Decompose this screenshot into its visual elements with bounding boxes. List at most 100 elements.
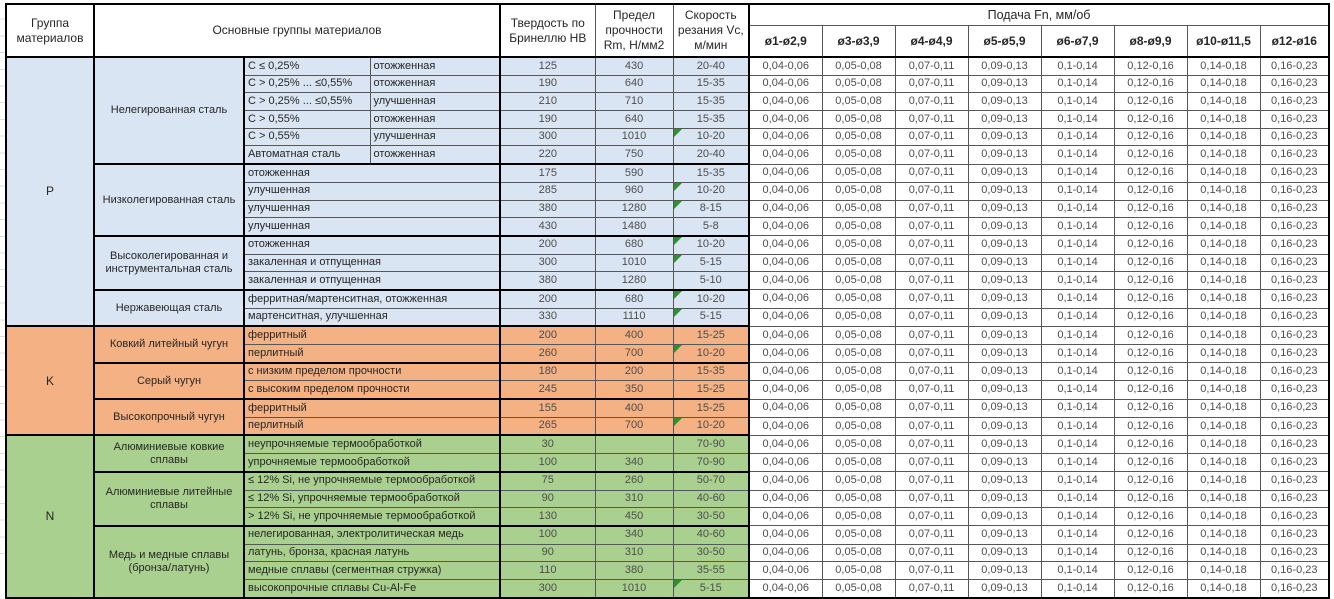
hb-cell: 300 — [499, 127, 596, 147]
vc-cell: 15-25 — [672, 380, 751, 400]
feed-cell: 0,14-0,18 — [1186, 434, 1261, 455]
feed-cell: 0,1-0,14 — [1040, 453, 1115, 473]
feed-cell: 0,12-0,16 — [1113, 325, 1188, 346]
table-row: C > 0,55% отожженная 190 640 15-35 0,04-0,06 0… — [6, 110, 1330, 129]
feed-cell: 0,14-0,18 — [1186, 471, 1261, 491]
feed-cell: 0,05-0,08 — [821, 453, 896, 473]
rm-cell: 1010 — [594, 253, 674, 273]
feed-cell: 0,07-0,11 — [894, 199, 969, 219]
feed-cell: 0,04-0,06 — [748, 271, 823, 291]
feed-cell: 0,04-0,06 — [748, 74, 823, 94]
header-brinell-hardness: Твердость по Бринеллю HB — [499, 3, 596, 58]
table-row: Алюминиевые литейные сплавы ≤ 12% Si, не … — [6, 470, 1330, 527]
feed-cell: 0,09-0,13 — [967, 362, 1042, 382]
cell-error-flag-icon — [674, 418, 682, 426]
diameter-header: ø1-ø2,9 — [748, 25, 823, 58]
vc-cell: 20-40 — [672, 56, 751, 76]
feed-cell: 0,12-0,16 — [1113, 235, 1188, 255]
feed-cell: 0,09-0,13 — [967, 343, 1042, 364]
condition-cell: отожженная — [243, 234, 502, 255]
table-header: Группа материалов Основные группы матери… — [5, 3, 1330, 58]
feed-cell: 0,04-0,06 — [748, 181, 823, 201]
feed-cell: 0,09-0,13 — [967, 489, 1042, 509]
hb-cell: 180 — [499, 361, 596, 382]
condition-cell: > 12% Si, не упрочняемые термообработкой — [243, 507, 502, 527]
rm-cell: 680 — [594, 234, 674, 255]
feed-cell: 0,14-0,18 — [1186, 343, 1261, 364]
feed-cell: 0,1-0,14 — [1040, 507, 1115, 527]
feed-cell: 0,09-0,13 — [967, 307, 1042, 327]
table-row: Низколегированная сталь отожженная 175 590 1… — [6, 163, 1330, 237]
cell-error-flag-icon — [674, 580, 682, 588]
feed-cell: 0,04-0,06 — [748, 543, 823, 563]
feed-cell: 0,09-0,13 — [967, 434, 1042, 455]
family-name-cell: Серый чугун — [93, 361, 245, 400]
rm-cell: 640 — [594, 110, 674, 129]
vc-cell: 70-90 — [672, 453, 751, 473]
feed-cell: 0,12-0,16 — [1113, 489, 1188, 509]
feed-cell: 0,1-0,14 — [1040, 145, 1115, 165]
feed-cell: 0,16-0,23 — [1259, 145, 1330, 165]
hb-cell: 300 — [499, 253, 596, 273]
hb-cell: 110 — [499, 561, 596, 580]
feed-cell: 0,05-0,08 — [821, 543, 896, 563]
feed-cell: 0,1-0,14 — [1040, 163, 1115, 183]
vc-cell: 5-8 — [672, 217, 751, 237]
feed-cell: 0,16-0,23 — [1259, 127, 1330, 147]
feed-cell: 0,07-0,11 — [894, 163, 969, 183]
feed-cell: 0,1-0,14 — [1040, 110, 1115, 129]
feed-cell: 0,14-0,18 — [1186, 525, 1261, 545]
feed-cell: 0,14-0,18 — [1186, 127, 1261, 147]
feed-cell: 0,16-0,23 — [1259, 453, 1330, 473]
group-letter-cell: K — [5, 325, 95, 436]
hb-cell: 90 — [499, 489, 596, 509]
feed-cell: 0,1-0,14 — [1040, 56, 1115, 76]
header-main-material-groups: Основные группы материалов — [93, 3, 502, 58]
hb-cell: 155 — [499, 398, 596, 418]
feed-cell: 0,05-0,08 — [821, 163, 896, 183]
feed-cell: 0,12-0,16 — [1113, 163, 1188, 183]
vc-cell: 30-50 — [672, 543, 751, 563]
condition-cell: C > 0,55% — [243, 110, 371, 129]
table-row: Медь и медные сплавы (бронза/латунь) неле… — [6, 524, 1330, 599]
feed-cell: 0,05-0,08 — [821, 307, 896, 327]
cutting-data-table-container: Группа материалов Основные группы матери… — [5, 3, 1330, 599]
hb-cell: 210 — [499, 92, 596, 112]
rm-cell: 680 — [594, 288, 674, 309]
hb-cell: 200 — [499, 234, 596, 255]
header-material-group: Группа материалов — [5, 3, 95, 58]
feed-cell: 0,07-0,11 — [894, 92, 969, 112]
feed-cell: 0,04-0,06 — [748, 127, 823, 147]
vc-cell: 20-40 — [672, 145, 751, 165]
feed-cell: 0,12-0,16 — [1113, 199, 1188, 219]
rm-cell: 590 — [594, 163, 674, 183]
rm-cell — [594, 434, 674, 455]
feed-cell: 0,05-0,08 — [821, 380, 896, 400]
feed-cell: 0,12-0,16 — [1113, 217, 1188, 237]
cell-error-flag-icon — [674, 291, 682, 299]
vc-cell: 35-55 — [672, 561, 751, 580]
feed-cell: 0,16-0,23 — [1259, 163, 1330, 183]
rm-cell: 260 — [594, 470, 674, 491]
feed-cell: 0,04-0,06 — [748, 343, 823, 364]
feed-cell: 0,14-0,18 — [1186, 307, 1261, 327]
family-name-cell: Нержавеющая сталь — [93, 288, 245, 327]
feed-cell: 0,07-0,11 — [894, 307, 969, 327]
feed-cell: 0,14-0,18 — [1186, 253, 1261, 273]
feed-cell: 0,12-0,16 — [1113, 380, 1188, 400]
table-row: C > 0,25% ... ≤0,55% отожженная 190 640 15-3… — [6, 74, 1330, 94]
feed-cell: 0,14-0,18 — [1186, 271, 1261, 291]
header-feed: Подача Fn, мм/об — [748, 3, 1330, 26]
feed-cell: 0,1-0,14 — [1040, 578, 1115, 599]
family-name-cell: Низколегированная сталь — [93, 163, 245, 237]
table-row: N Алюминиевые ковкие сплавы неупрочняемые … — [5, 434, 1330, 599]
feed-cell: 0,05-0,08 — [821, 235, 896, 255]
condition-cell: нелегированная, электролитическая медь — [243, 524, 502, 545]
condition-cell: высокопрочные сплавы Cu-Al-Fe — [243, 578, 502, 599]
feed-cell: 0,09-0,13 — [967, 271, 1042, 291]
feed-cell: 0,05-0,08 — [821, 507, 896, 527]
feed-cell: 0,1-0,14 — [1040, 471, 1115, 491]
feed-cell: 0,04-0,06 — [748, 362, 823, 382]
feed-cell: 0,04-0,06 — [748, 416, 823, 436]
feed-cell: 0,09-0,13 — [967, 74, 1042, 94]
